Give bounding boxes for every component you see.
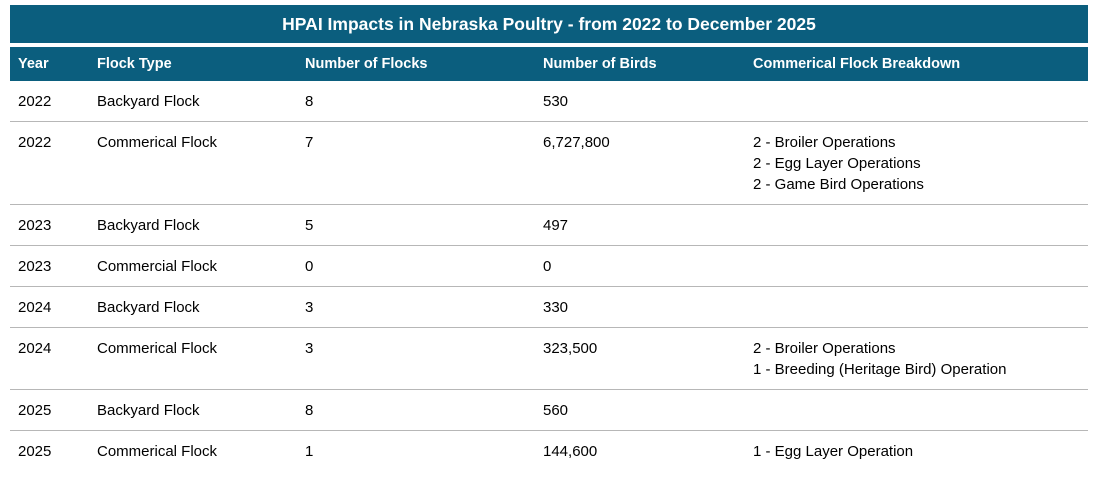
- cell-flock-type: Commerical Flock: [97, 340, 218, 357]
- cell-number-of-flocks: 7: [305, 134, 314, 151]
- cell-number-of-flocks: 3: [305, 299, 314, 316]
- cell-flock-type: Commerical Flock: [97, 134, 218, 151]
- breakdown-line: 2 - Broiler Operations: [753, 134, 896, 151]
- breakdown-line: 2 - Broiler Operations: [753, 340, 896, 357]
- cell-year: 2025: [18, 402, 52, 419]
- cell-year: 2022: [18, 134, 52, 151]
- cell-number-of-flocks: 0: [305, 258, 314, 275]
- table-row: 2024 Backyard Flock 3 330: [10, 287, 1088, 328]
- cell-number-of-birds: 560: [543, 402, 569, 419]
- cell-number-of-flocks: 8: [305, 93, 314, 110]
- table-row: 2023 Commercial Flock 0 0: [10, 246, 1088, 287]
- table-body: 2022 Backyard Flock 8 530 2022 Commerica…: [10, 81, 1088, 471]
- cell-year: 2024: [18, 299, 52, 316]
- cell-year: 2022: [18, 93, 52, 110]
- table-row: 2025 Backyard Flock 8 560: [10, 390, 1088, 431]
- cell-number-of-birds: 330: [543, 299, 569, 316]
- cell-breakdown: 2 - Broiler Operations 1 - Breeding (Heri…: [753, 338, 1088, 380]
- cell-flock-type: Backyard Flock: [97, 93, 200, 110]
- table-row: 2025 Commerical Flock 1 144,600 1 - Egg …: [10, 431, 1088, 471]
- table-title: HPAI Impacts in Nebraska Poultry - from …: [10, 5, 1088, 43]
- cell-year: 2025: [18, 443, 52, 460]
- breakdown-line: 2 - Egg Layer Operations: [753, 155, 921, 172]
- cell-number-of-flocks: 3: [305, 340, 314, 357]
- cell-flock-type: Commerical Flock: [97, 443, 218, 460]
- cell-number-of-flocks: 1: [305, 443, 314, 460]
- cell-flock-type: Commercial Flock: [97, 258, 218, 275]
- cell-year: 2023: [18, 217, 52, 234]
- cell-number-of-birds: 323,500: [543, 340, 598, 357]
- cell-number-of-birds: 144,600: [543, 443, 598, 460]
- cell-number-of-flocks: 5: [305, 217, 314, 234]
- cell-breakdown: 2 - Broiler Operations 2 - Egg Layer Oper…: [753, 132, 1088, 195]
- cell-flock-type: Backyard Flock: [97, 402, 200, 419]
- column-header-flock-type: Flock Type: [97, 56, 172, 72]
- cell-year: 2023: [18, 258, 52, 275]
- hpai-table: HPAI Impacts in Nebraska Poultry - from …: [10, 5, 1088, 471]
- column-header-number-of-birds: Number of Birds: [543, 56, 657, 72]
- cell-year: 2024: [18, 340, 52, 357]
- table-row: 2024 Commerical Flock 3 323,500 2 - Broi…: [10, 328, 1088, 390]
- cell-number-of-birds: 0: [543, 258, 552, 275]
- cell-flock-type: Backyard Flock: [97, 299, 200, 316]
- cell-number-of-birds: 530: [543, 93, 569, 110]
- breakdown-line: 1 - Egg Layer Operation: [753, 443, 914, 460]
- cell-number-of-birds: 6,727,800: [543, 134, 610, 151]
- column-header-year: Year: [18, 56, 49, 72]
- cell-number-of-flocks: 8: [305, 402, 314, 419]
- table-row: 2022 Backyard Flock 8 530: [10, 81, 1088, 122]
- column-header-number-of-flocks: Number of Flocks: [305, 56, 428, 72]
- table-header-row: Year Flock Type Number of Flocks Number …: [10, 47, 1088, 81]
- column-header-commerical-flock-breakdown: Commerical Flock Breakdown: [753, 56, 961, 72]
- breakdown-line: 1 - Breeding (Heritage Bird) Operation: [753, 361, 1007, 378]
- table-row: 2022 Commerical Flock 7 6,727,800 2 - Br…: [10, 122, 1088, 205]
- breakdown-line: 2 - Game Bird Operations: [753, 176, 924, 193]
- table-row: 2023 Backyard Flock 5 497: [10, 205, 1088, 246]
- cell-number-of-birds: 497: [543, 217, 569, 234]
- cell-breakdown: 1 - Egg Layer Operation: [753, 441, 1088, 462]
- cell-flock-type: Backyard Flock: [97, 217, 200, 234]
